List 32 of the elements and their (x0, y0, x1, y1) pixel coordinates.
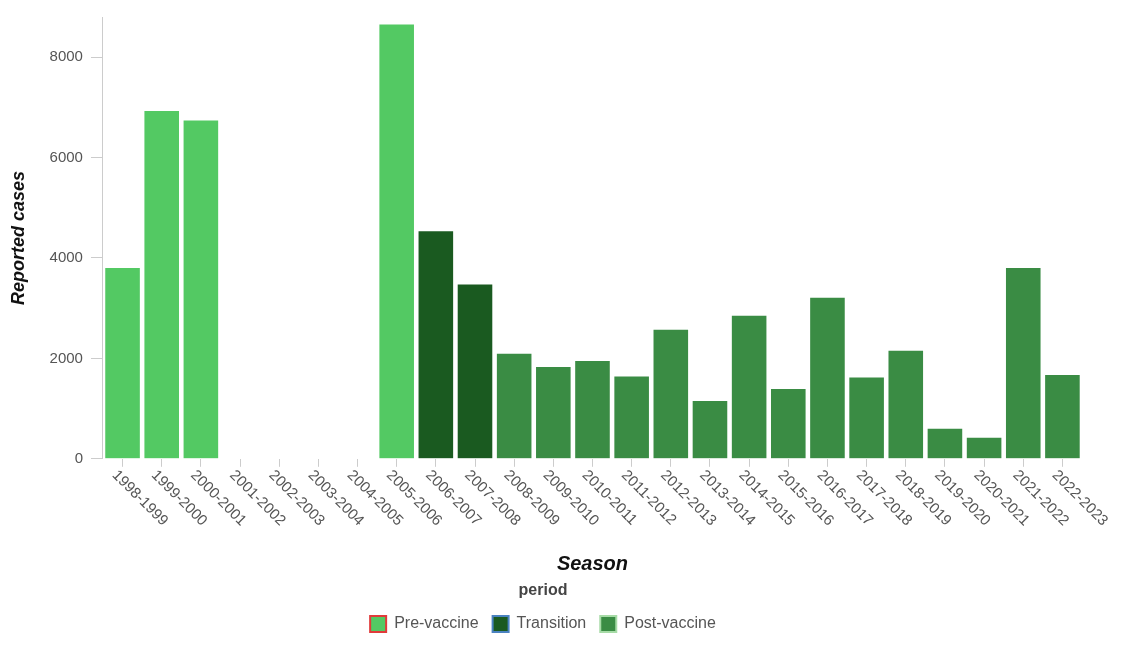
bar (888, 350, 924, 459)
bar (1005, 268, 1041, 459)
y-tick-label: 6000 (49, 147, 83, 165)
bar (457, 284, 493, 459)
y-axis-title: Reported cases (7, 170, 28, 305)
bar (1045, 374, 1080, 459)
bar (771, 389, 806, 459)
bar (575, 360, 610, 459)
bar (105, 268, 140, 459)
bar (810, 297, 845, 459)
bar (418, 231, 454, 459)
bar (927, 428, 963, 459)
bar (536, 366, 571, 459)
legend-label: Pre-vaccine (394, 614, 479, 632)
legend-label: Transition (516, 614, 587, 632)
bar (966, 437, 1002, 459)
x-axis-title: Season (556, 552, 629, 575)
legend-label: Post-vaccine (624, 614, 716, 632)
y-tick-label: 2000 (49, 348, 83, 366)
y-tick-label: 4000 (49, 248, 83, 266)
y-tick-label: 8000 (49, 47, 83, 65)
legend-title: period (518, 581, 568, 599)
y-tick-label: 0 (74, 448, 83, 466)
bar (849, 377, 884, 459)
bar (614, 376, 649, 459)
bar (653, 329, 689, 459)
bar (731, 315, 767, 459)
bar (496, 353, 532, 459)
bar (144, 110, 180, 459)
bar (183, 120, 219, 459)
bar (692, 401, 728, 459)
bar (379, 24, 414, 459)
